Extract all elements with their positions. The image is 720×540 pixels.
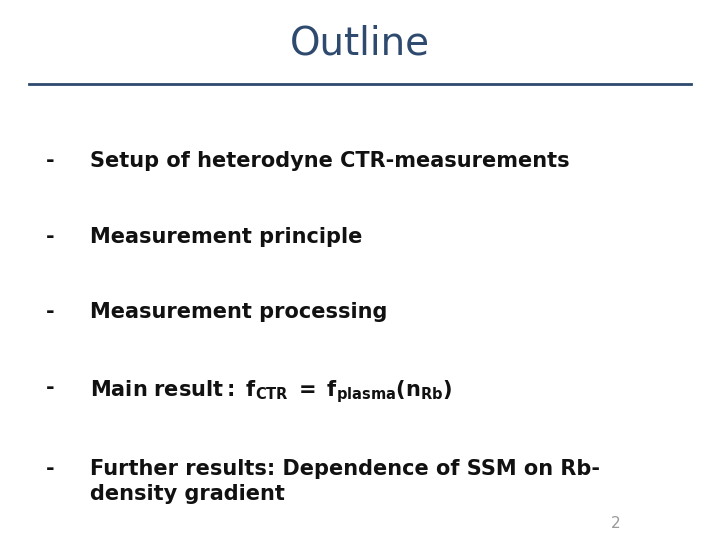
Text: -: -: [46, 302, 55, 322]
Text: Outline: Outline: [290, 24, 430, 62]
Text: Measurement processing: Measurement processing: [90, 302, 387, 322]
Text: -: -: [46, 459, 55, 479]
Text: $\bf{Main\ result:\ f_{CTR}\ =\ f_{plasma}(n_{Rb})}$: $\bf{Main\ result:\ f_{CTR}\ =\ f_{plasm…: [90, 378, 452, 405]
Text: -: -: [46, 227, 55, 247]
Text: 2: 2: [611, 516, 621, 531]
Text: Measurement principle: Measurement principle: [90, 227, 362, 247]
Text: -: -: [46, 151, 55, 171]
Text: -: -: [46, 378, 55, 398]
Text: Further results: Dependence of SSM on Rb-
density gradient: Further results: Dependence of SSM on Rb…: [90, 459, 600, 504]
Text: Setup of heterodyne CTR-measurements: Setup of heterodyne CTR-measurements: [90, 151, 570, 171]
